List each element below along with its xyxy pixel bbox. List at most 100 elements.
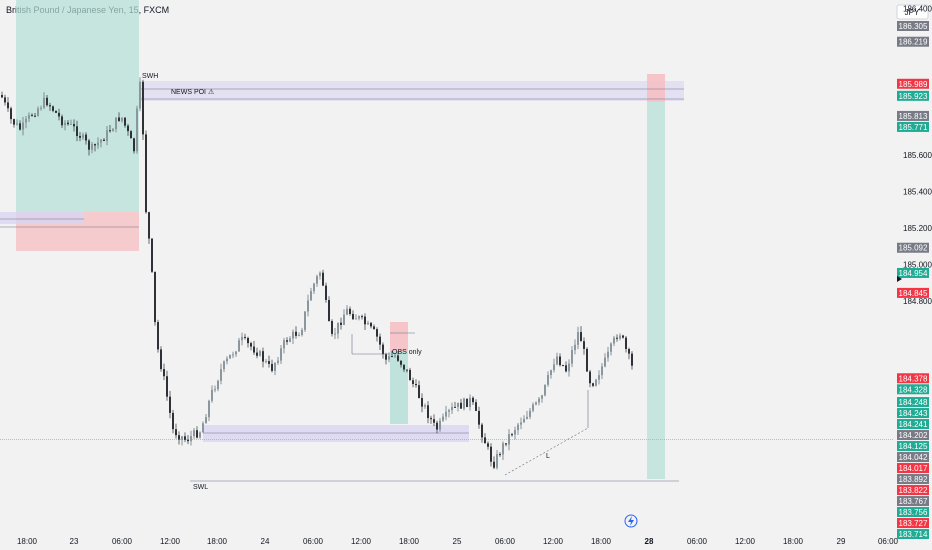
candle-body (196, 430, 198, 438)
price-tag (897, 110, 929, 121)
price-tag (897, 518, 929, 529)
candle-body (181, 436, 183, 440)
candle-body (586, 348, 588, 372)
price-tag (897, 441, 929, 452)
candle-body (391, 356, 393, 358)
news-poi-label: NEWS POI ⚠ (171, 88, 214, 96)
lightning-icon[interactable] (624, 514, 638, 528)
candle-body (466, 398, 468, 407)
candle-body (517, 424, 519, 431)
candle-body (553, 364, 555, 371)
price-tag (897, 452, 929, 463)
candle-body (175, 429, 177, 436)
candle-body (424, 405, 426, 407)
candle-body (160, 349, 162, 370)
price-tag-label: 185.771 (899, 123, 928, 132)
candle-body (223, 361, 225, 370)
currency-button[interactable]: JPY (896, 4, 929, 20)
candle-body (43, 97, 45, 108)
candle-body (88, 140, 90, 150)
candle-body (547, 374, 549, 385)
candle-body (379, 336, 381, 345)
candle-body (205, 417, 207, 424)
candle-body (235, 351, 237, 355)
candle-body (445, 411, 447, 417)
candle-body (463, 398, 465, 409)
candle-body (598, 375, 600, 380)
candle-body (55, 110, 57, 113)
candle-body (406, 369, 408, 371)
x-tick-label: 18:00 (17, 537, 38, 546)
candle-body (85, 134, 87, 141)
candle-body (61, 116, 63, 126)
candle-body (127, 125, 129, 132)
candle-body (169, 396, 171, 413)
x-tick-label: 06:00 (878, 537, 899, 546)
candle-body (25, 118, 27, 123)
x-tick-label: 06:00 (495, 537, 516, 546)
candle-body (292, 331, 294, 339)
candle-body (211, 389, 213, 401)
candle-body (343, 314, 345, 325)
price-tag (897, 242, 929, 253)
currency-label: JPY (905, 8, 920, 17)
candle-body (76, 126, 78, 137)
price-tag-label: 184.243 (899, 409, 928, 418)
zone-green-target[interactable] (647, 102, 665, 479)
y-tick-label: 185.600 (903, 151, 932, 160)
candle-body (295, 331, 297, 336)
zone-green-left[interactable] (16, 0, 139, 212)
zone-news-poi[interactable] (139, 81, 684, 101)
candle-body (577, 332, 579, 345)
trendline[interactable] (504, 427, 589, 476)
candle-body (109, 130, 111, 132)
candle-body (496, 454, 498, 468)
candle-body (37, 108, 39, 116)
price-tag (897, 21, 929, 31)
candle-body (454, 406, 456, 408)
candle-body (334, 333, 336, 335)
candle-body (556, 356, 558, 365)
zone-red-target[interactable] (647, 74, 665, 102)
candle-body (301, 329, 303, 335)
candle-body (520, 422, 522, 425)
candle-body (364, 316, 366, 325)
price-tag-label: 183.822 (899, 486, 928, 495)
candle-body (601, 366, 603, 376)
candle-body (469, 397, 471, 407)
candle-body (133, 138, 135, 152)
price-tag (897, 474, 929, 485)
liquidity-label: L (546, 453, 550, 460)
candle-body (394, 355, 396, 357)
price-tag-label: 183.756 (899, 508, 928, 517)
zone-purple-left[interactable] (0, 212, 84, 224)
candle-body (358, 316, 360, 319)
candle-body (532, 404, 534, 411)
candle-body (352, 313, 354, 320)
zone-obs-red[interactable] (390, 322, 408, 352)
price-tag-label: 184.042 (899, 453, 928, 462)
candle-body (250, 343, 252, 347)
x-tick-label: 12:00 (160, 537, 181, 546)
x-tick-label: 12:00 (351, 537, 372, 546)
candle-body (367, 322, 369, 325)
candle-body (385, 354, 387, 360)
candle-body (550, 370, 552, 375)
candle-body (430, 418, 432, 420)
arrow-marker-icon[interactable] (897, 276, 902, 282)
candle-body (451, 406, 453, 411)
candle-body (325, 285, 327, 301)
y-tick-label: 184.800 (903, 297, 932, 306)
candle-body (493, 461, 495, 468)
zone-obs-green[interactable] (390, 352, 408, 424)
candle-body (565, 365, 567, 372)
zone-purple-low[interactable] (203, 425, 469, 442)
price-tag (897, 485, 929, 496)
candle-body (436, 422, 438, 430)
y-tick-label: 186.400 (903, 5, 932, 14)
candle-body (151, 238, 153, 272)
candle-body (28, 114, 30, 119)
candle-body (289, 338, 291, 342)
candle-body (112, 128, 114, 132)
